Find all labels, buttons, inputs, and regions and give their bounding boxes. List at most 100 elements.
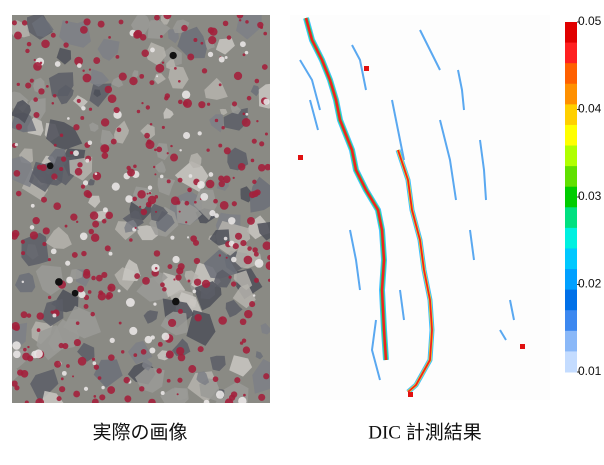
red-grain — [37, 164, 42, 169]
red-grain — [38, 88, 44, 94]
red-grain — [245, 113, 248, 116]
red-grain — [164, 96, 168, 100]
red-grain — [31, 204, 35, 208]
red-grain — [90, 211, 98, 219]
hot-spot — [408, 392, 413, 397]
red-grain — [76, 321, 80, 325]
dark-grain — [170, 52, 177, 59]
red-grain — [263, 32, 267, 36]
red-grain — [72, 252, 78, 258]
red-grain — [53, 202, 61, 210]
red-grain — [155, 211, 157, 213]
rock-photo — [0, 6, 286, 420]
red-grain — [13, 351, 21, 359]
red-grain — [37, 312, 44, 319]
red-grain — [99, 394, 105, 400]
red-grain — [88, 141, 92, 145]
red-grain — [149, 192, 151, 194]
red-grain — [141, 349, 147, 355]
red-grain — [206, 180, 215, 189]
red-grain — [188, 365, 196, 373]
red-grain — [93, 57, 100, 64]
red-grain — [107, 386, 115, 394]
red-grain — [126, 298, 135, 307]
red-grain — [11, 233, 18, 240]
red-grain — [190, 235, 197, 242]
red-grain — [35, 398, 44, 407]
red-grain — [102, 152, 109, 159]
red-grain — [73, 150, 79, 156]
hot-spot — [364, 66, 369, 71]
red-grain — [43, 227, 50, 234]
red-grain — [154, 195, 158, 199]
colorbar-band — [565, 104, 577, 125]
red-grain — [92, 398, 99, 405]
red-grain — [98, 21, 105, 28]
colorbar-band — [565, 84, 577, 105]
red-grain — [194, 201, 197, 204]
red-grain — [27, 313, 32, 318]
red-grain — [101, 118, 109, 126]
red-grain — [70, 151, 73, 154]
red-grain — [182, 91, 190, 99]
red-grain — [89, 108, 92, 111]
red-grain — [170, 154, 178, 162]
red-grain — [137, 110, 140, 113]
red-grain — [255, 79, 260, 84]
red-grain — [67, 117, 70, 120]
red-grain — [178, 100, 183, 105]
red-grain — [162, 62, 164, 64]
red-grain — [160, 282, 165, 287]
red-grain — [54, 361, 61, 368]
red-grain — [198, 131, 202, 135]
red-grain — [41, 40, 50, 49]
red-grain — [16, 124, 22, 130]
red-grain — [70, 214, 77, 221]
red-grain — [175, 274, 181, 280]
red-grain — [117, 127, 122, 132]
dark-grain — [72, 290, 79, 297]
red-grain — [77, 162, 82, 167]
red-grain — [21, 251, 25, 255]
red-grain — [121, 350, 124, 353]
red-grain — [267, 255, 272, 260]
red-grain — [176, 347, 184, 355]
red-grain — [25, 401, 29, 405]
red-grain — [62, 343, 68, 349]
colorbar-band — [565, 207, 577, 228]
red-grain — [215, 119, 218, 122]
red-grain — [119, 322, 122, 325]
red-grain — [34, 349, 43, 358]
hot-spot — [298, 155, 303, 160]
red-grain — [41, 197, 47, 203]
red-grain — [66, 364, 70, 368]
red-grain — [232, 101, 237, 106]
red-grain — [233, 177, 235, 179]
red-grain — [237, 12, 244, 19]
red-grain — [187, 280, 190, 283]
red-grain — [101, 272, 107, 278]
red-grain — [183, 99, 192, 108]
red-grain — [252, 180, 256, 184]
colorbar-tick-label: 0.01 — [578, 364, 602, 378]
red-grain — [167, 152, 169, 154]
red-grain — [32, 217, 39, 224]
red-grain — [78, 357, 87, 366]
red-grain — [17, 369, 23, 375]
red-grain — [77, 99, 81, 103]
red-grain — [227, 35, 232, 40]
red-grain — [231, 281, 236, 286]
red-grain — [160, 35, 163, 38]
colorbar-tick-label: 0.04 — [578, 102, 602, 116]
dark-grain — [172, 298, 179, 305]
red-grain — [40, 62, 42, 64]
red-grain — [208, 52, 213, 57]
colorbar-band — [565, 351, 577, 372]
red-grain — [146, 140, 155, 149]
red-grain — [198, 346, 204, 352]
red-grain — [234, 72, 242, 80]
red-grain — [57, 396, 62, 401]
red-grain — [209, 210, 215, 216]
red-grain — [155, 64, 164, 73]
red-grain — [234, 377, 240, 383]
